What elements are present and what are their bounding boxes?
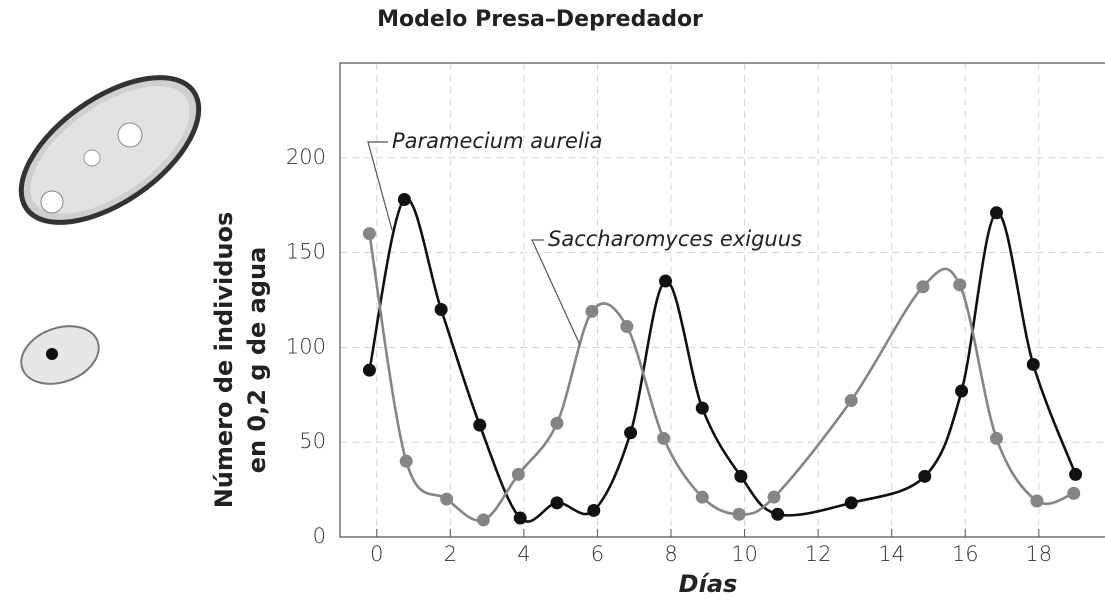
- x-tick-label: 18: [1025, 542, 1052, 566]
- data-point: [657, 431, 671, 445]
- x-tick-label: 8: [664, 542, 677, 566]
- data-point: [399, 454, 413, 468]
- x-axis-label: Días: [679, 570, 738, 598]
- data-point: [587, 503, 601, 517]
- data-point: [550, 416, 564, 430]
- x-tick-label: 0: [370, 542, 383, 566]
- x-tick-label: 2: [444, 542, 457, 566]
- y-axis-label: en 0,2 g de agua: [243, 247, 271, 474]
- data-point: [771, 507, 785, 521]
- data-point: [1030, 494, 1044, 508]
- vacuole: [117, 122, 143, 148]
- data-point: [844, 496, 858, 510]
- data-point: [620, 320, 634, 334]
- data-point: [1069, 467, 1083, 481]
- data-point: [513, 511, 527, 525]
- x-tick-label: 6: [591, 542, 604, 566]
- data-point: [473, 418, 487, 432]
- data-point: [440, 492, 454, 506]
- data-point: [695, 401, 709, 415]
- data-point: [1067, 486, 1081, 500]
- data-point: [397, 193, 411, 207]
- data-point: [511, 467, 525, 481]
- data-point: [916, 280, 930, 294]
- data-point: [955, 384, 969, 398]
- x-tick-label: 16: [952, 542, 979, 566]
- leader-line: [367, 141, 393, 231]
- data-point: [658, 274, 672, 288]
- data-point: [476, 513, 490, 527]
- data-point: [695, 490, 709, 504]
- y-tick-label: 200: [286, 145, 326, 169]
- y-tick-label: 100: [286, 334, 326, 358]
- x-tick-label: 10: [731, 542, 758, 566]
- data-point: [624, 426, 638, 440]
- y-tick-label: 50: [299, 429, 326, 453]
- series-curve: [368, 233, 1075, 522]
- x-tick-label: 4: [517, 542, 530, 566]
- vacuole: [83, 149, 101, 167]
- legend-label: Saccharomyces exiguus: [548, 227, 802, 251]
- data-point: [732, 507, 746, 521]
- data-point: [734, 469, 748, 483]
- organism-illustrations: [18, 75, 202, 385]
- data-point: [918, 469, 932, 483]
- data-point: [585, 304, 599, 318]
- y-tick-label: 0: [313, 524, 326, 548]
- yeast-nucleus: [46, 348, 58, 360]
- data-point: [990, 431, 1004, 445]
- paramecium-body: [30, 86, 190, 214]
- data-point: [550, 496, 564, 510]
- plot-frame: [339, 62, 1105, 538]
- data-point: [1026, 357, 1040, 371]
- yeast-drawing: [20, 325, 100, 385]
- y-tick-label: 150: [286, 240, 326, 264]
- chart-title: Modelo Presa–Depredador: [377, 7, 703, 32]
- y-axis-label: Número de individuos: [210, 212, 238, 509]
- data-point: [434, 302, 448, 316]
- data-point: [990, 206, 1004, 220]
- x-tick-label: 12: [805, 542, 832, 566]
- legend-label: Paramecium aurelia: [392, 129, 603, 153]
- x-tick-label: 14: [878, 542, 905, 566]
- vacuole: [40, 190, 64, 214]
- leader-line: [531, 239, 581, 346]
- series-curve: [368, 197, 1077, 523]
- data-point: [767, 490, 781, 504]
- data-point: [362, 227, 376, 241]
- data-point: [844, 393, 858, 407]
- data-point: [953, 278, 967, 292]
- data-point: [362, 363, 376, 377]
